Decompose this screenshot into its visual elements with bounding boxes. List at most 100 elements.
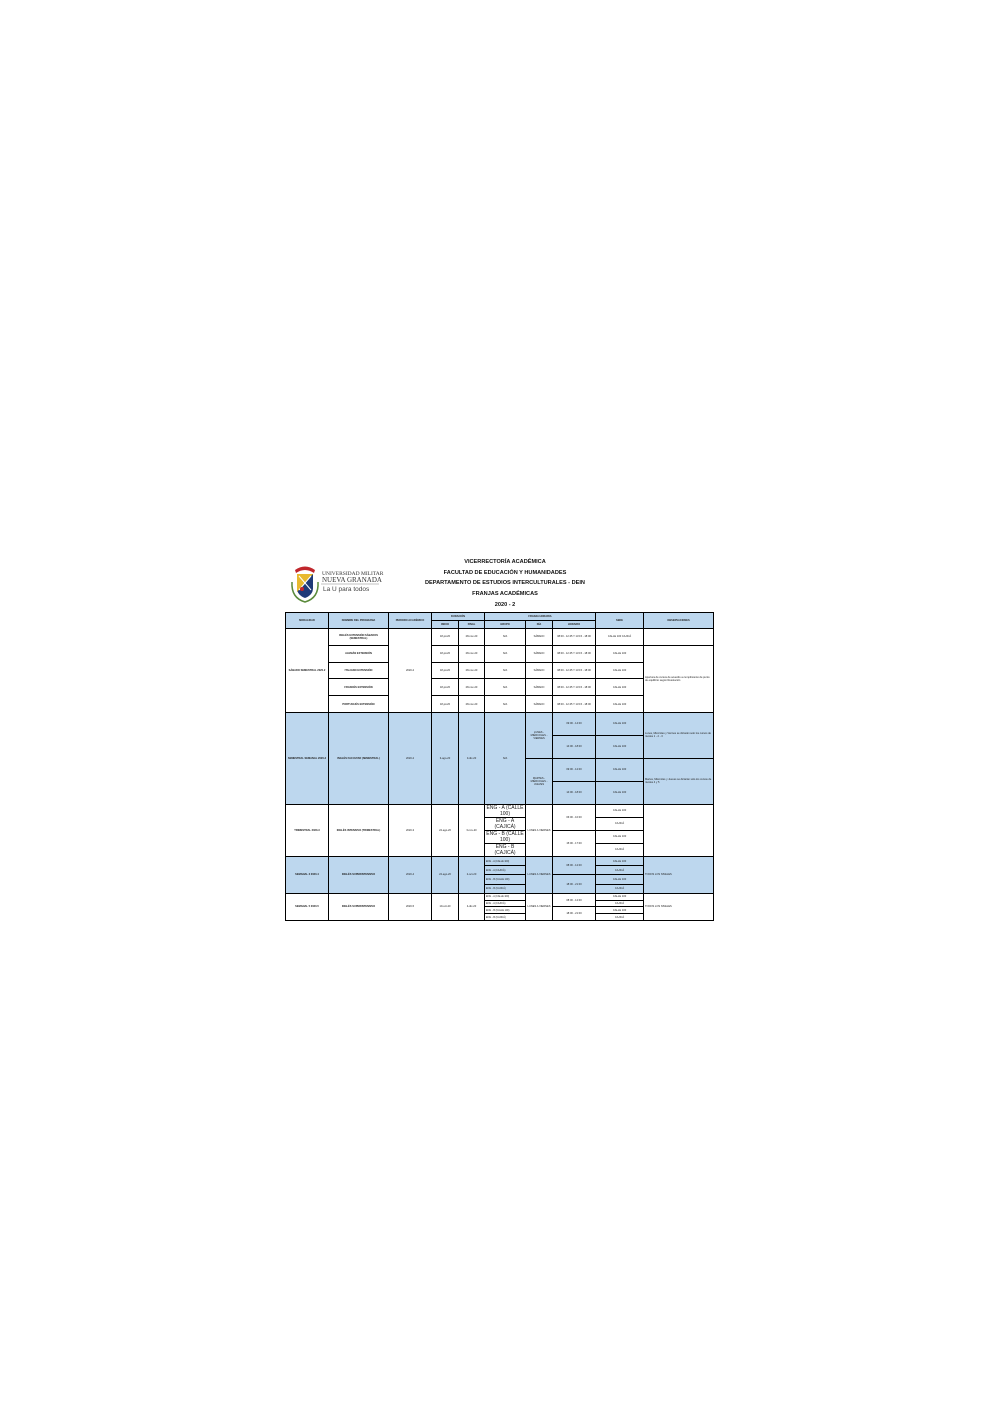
cell-programa: PORTUGUÉS EXTENSIÓN [328, 695, 389, 713]
svg-text:NUEVA GRANADA: NUEVA GRANADA [322, 576, 382, 584]
cell-dia: SÁBADO [525, 644, 554, 663]
header-line: FACULTAD DE EDUCACIÓN Y HUMANIDADES [443, 569, 567, 576]
cell-obs [643, 803, 715, 857]
cell-grupo: ENG - A (CAJICÁ) [484, 899, 527, 908]
cell-horario: 18:00 - 21:00 [552, 874, 597, 894]
cell-inicio: 3-ago-20 [431, 711, 459, 805]
table-row: PORTUGUÉS EXTENSIÓN 18-jul-20 28-nov-20 N/A… [286, 695, 714, 713]
col-inicio: INICIO [431, 620, 459, 629]
cell-sede: CAJICÁ [595, 883, 645, 894]
cell-grupo: ENG - B (CALLE 100) [484, 829, 527, 844]
col-duracion: DURACIÓN [430, 612, 486, 621]
cell-programa: INGLÉS INTENSIVO (TRIMESTRAL) [328, 803, 389, 857]
cell-grupo: ENG - A (CAJICÁ) [484, 816, 527, 831]
cell-obs: Apertura de cursos de acuerdo a cumplimi… [643, 644, 715, 713]
table-row: ENG - B (CALLE 100) 18:00 - 21:00 CALLE 10… [286, 906, 714, 921]
cell-periodo: 2020-3 [388, 803, 432, 857]
cell-final: 4-dic-20 [457, 892, 486, 921]
col-periodo: PERIODO ACADÉMICO [388, 612, 432, 629]
cell-modalidad: SEMANAL 5 2020-5 [285, 892, 329, 921]
cell-programa: INGLÉS FACULTAD (SEMESTRAL) [328, 711, 389, 805]
col-franja: FRANJA HORARIA [484, 612, 597, 621]
cell-final: 28-nov-20 [457, 661, 486, 680]
cell-sede: CALLE 100 [595, 695, 645, 713]
cell-grupo: N/A [484, 678, 527, 697]
col-modalidad: MODALIDAD [285, 612, 329, 629]
cell-dia: LUNES - MIÉRCOLES - VIERNES [525, 711, 554, 759]
table-row: ENG - B (CAJICÁ) CAJICÁ [286, 883, 714, 894]
col-grupo: GRUPO [484, 620, 527, 629]
schedule-table: MODALIDAD NOMBRE DEL PROGRAMA PERIODO AC… [285, 612, 715, 921]
table-row: ENG - A (CAJICÁ) CAJICÁ [286, 816, 714, 831]
cell-programa: FRANCÉS EXTENSIÓN [328, 678, 389, 697]
cell-dia: SÁBADO [525, 678, 554, 697]
cell-horario: 14:00 - 18:00 [552, 780, 597, 805]
header-line: VICERRECTORÍA ACADÉMICA [464, 559, 546, 565]
cell-grupo: ENG - B (CALLE 100) [484, 906, 527, 915]
cell-sede: CAJICÁ [595, 865, 645, 876]
cell-grupo: N/A [484, 644, 527, 663]
cell-sede: CALLE 100 [595, 780, 645, 805]
cell-sede: CALLE 100 [595, 892, 645, 901]
university-shield-icon: UNIVERSIDAD MILITAR NUEVA GRANADA La U p… [291, 566, 384, 603]
cell-modalidad: SEMESTRAL SEMANAL 2020-2 [285, 711, 329, 805]
table-row: ENG - B (CALLE 100) 15:00 - 17:00 CALLE 10… [286, 829, 714, 857]
cell-horario: 08:00 - 12:00 [552, 855, 597, 876]
col-final: FINAL [457, 620, 486, 629]
cell-sede: CALLE 100 [595, 711, 645, 736]
cell-periodo: 2020-2 [388, 628, 432, 713]
table-row: SÁBADO SEMESTRAL 2020-2 INGLÉS EXTENSIÓN … [285, 628, 715, 713]
university-logo: UNIVERSIDAD MILITAR NUEVA GRANADA La U p… [289, 562, 389, 604]
cell-sede: CALLE 100 [595, 906, 645, 915]
cell-sede: CAJICÁ [595, 913, 645, 921]
cell-dia: SÁBADO [525, 661, 554, 680]
cell-dia: SÁBADO [525, 628, 554, 646]
cell-sede: CAJICÁ [595, 842, 645, 857]
cell-sede: CALLE 100 [595, 734, 645, 759]
cell-grupo: ENG - B (CAJICÁ) [484, 842, 527, 857]
cell-grupo: ENG - A (CALLE 100) [484, 855, 527, 867]
cell-periodo: 2020-5 [388, 892, 432, 921]
table-row: 14:00 - 18:00 CALLE 100 [286, 780, 714, 805]
table-row: ENG - A (CAJICÁ) CAJICÁ [286, 865, 714, 876]
cell-inicio: 18-jul-20 [431, 695, 459, 713]
cell-horario: 08:00 - 12:45 Y 13:15 - 18:00 [552, 628, 597, 646]
cell-periodo: 2020-4 [388, 855, 432, 894]
cell-grupo: N/A [484, 695, 527, 713]
col-sede: SEDE [595, 612, 645, 629]
cell-inicio: 19-oct-20 [431, 892, 459, 921]
cell-grupo: N/A [484, 628, 527, 646]
cell-horario: 08:00 - 12:45 Y 13:15 - 18:00 [552, 644, 597, 663]
cell-grupo: N/A [484, 711, 527, 805]
cell-horario: 08:00 - 12:45 Y 13:15 - 18:00 [552, 695, 597, 713]
cell-horario: 09:00 - 12:00 [552, 757, 597, 782]
col-observaciones: OBSERVACIONES [643, 612, 715, 629]
cell-grupo: ENG - B (CAJICÁ) [484, 913, 527, 921]
cell-inicio: 18-jul-20 [431, 628, 459, 646]
cell-programa: ITALIANO EXTENSIÓN [328, 661, 389, 680]
cell-obs: Martes, Miércoles y Jueves se dictarán s… [643, 757, 715, 805]
cell-horario: 09:00 - 14:00 [552, 711, 597, 736]
table-row: ALEMÁN EXTENSIÓN 18-jul-20 28-nov-20 N/A SÁB… [286, 644, 715, 713]
cell-modalidad: TRIMESTRAL 2020-3 [285, 803, 329, 857]
table-row: 14:00 - 18:00 CALLE 100 [286, 734, 714, 759]
cell-horario: 08:00 - 12:45 Y 13:15 - 18:00 [552, 678, 597, 697]
table-row: SEMANAL 5 2020-5 INGLÉS SUPERINTENSIVO 202… [285, 892, 715, 921]
cell-final: 28-nov-20 [457, 644, 486, 663]
cell-inicio: 18-jul-20 [431, 644, 459, 663]
cell-programa: ALEMÁN EXTENSIÓN [328, 644, 389, 663]
cell-sede: CALLE 100 [595, 874, 645, 885]
header-line: 2020 - 2 [494, 601, 516, 608]
cell-final: 3-nov-20 [457, 803, 486, 857]
cell-sede: CAJICÁ [595, 816, 645, 831]
cell-inicio: 24-ago-20 [431, 855, 459, 894]
header-line: DEPARTAMENTO DE ESTUDIOS INTERCULTURALES… [425, 580, 585, 587]
cell-programa: INGLÉS SUPERINTENSIVO [328, 855, 389, 894]
cell-dia: LUNES A VIERNES [525, 892, 554, 921]
cell-dia: SÁBADO [525, 695, 554, 713]
col-horario: HORARIO [552, 620, 597, 629]
cell-dia: LUNES A VIERNES [525, 855, 554, 894]
cell-sede: CALLE 100 [595, 678, 645, 697]
table-row: SEMESTRAL SEMANAL 2020-2 INGLÉS FACULTAD … [285, 711, 715, 805]
table-row: SEMANAL 3 2020-4 INGLÉS SUPERINTENSIVO 202… [285, 855, 715, 894]
